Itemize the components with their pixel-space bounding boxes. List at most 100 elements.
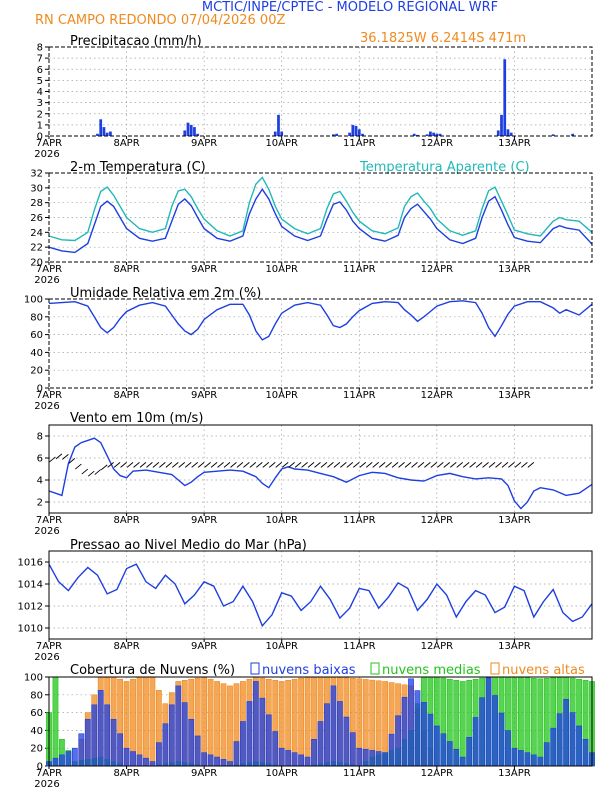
wind-xtick-label: 12APR bbox=[421, 515, 454, 526]
precip-bar bbox=[429, 131, 432, 136]
wind-barb bbox=[217, 462, 224, 468]
cloud-bar-nuvens-baixas bbox=[91, 704, 98, 767]
wind-xtick-label: 11APR bbox=[343, 515, 376, 526]
wind-barb bbox=[146, 462, 153, 468]
precip-xtick-label: 9APR bbox=[191, 138, 217, 149]
cloud-bar-nuvens-baixas bbox=[233, 741, 240, 767]
wind-barb bbox=[301, 462, 308, 468]
cloud-bar-nuvens-baixas bbox=[518, 750, 524, 767]
wind-barb bbox=[236, 462, 244, 468]
cloud-bar-nuvens-baixas bbox=[440, 733, 447, 767]
cloud-bar-nuvens-baixas bbox=[194, 735, 201, 767]
rh-ytick-label: 100 bbox=[24, 295, 43, 306]
cloud-bar-nuvens-baixas bbox=[505, 730, 511, 767]
wind-barb bbox=[404, 462, 412, 468]
cloud-bar-nuvens-baixas bbox=[311, 738, 317, 767]
temp-xtick-label: 13APR bbox=[498, 264, 531, 275]
cloud-bar-nuvens-baixas bbox=[156, 742, 162, 767]
cloud-bar-nuvens-baixas bbox=[117, 733, 123, 767]
cloud-bar-nuvens-baixas bbox=[324, 703, 330, 767]
cloud-bar-nuvens-baixas bbox=[453, 749, 460, 767]
wind-xtick-label: 7APR bbox=[36, 515, 62, 526]
cloud-bar-nuvens-baixas bbox=[304, 756, 311, 767]
cloud-bar-nuvens-baixas bbox=[433, 725, 440, 767]
cloud-bar-nuvens-baixas bbox=[181, 702, 188, 767]
cloud-bar-nuvens-baixas bbox=[524, 752, 531, 767]
wind-barb bbox=[120, 462, 127, 468]
wind-barb bbox=[488, 462, 496, 468]
cloud-legend-low: nuvens baixas bbox=[262, 663, 356, 678]
wind-ytick-label: 2 bbox=[37, 498, 43, 509]
cloud-bar-nuvens-baixas bbox=[382, 752, 389, 767]
wind-barb bbox=[87, 470, 95, 477]
wind-barb bbox=[165, 462, 173, 468]
precip-ytick-label: 8 bbox=[37, 43, 43, 54]
cloud-bar-nuvens-baixas bbox=[240, 721, 246, 767]
precip-bar bbox=[571, 133, 574, 136]
wind-xtick-label: 8APR bbox=[113, 515, 139, 526]
rh-ytick-label: 20 bbox=[30, 366, 43, 377]
wind-barb bbox=[268, 462, 276, 468]
temp-ytick-label: 20 bbox=[30, 258, 43, 269]
cloud-bar-nuvens-baixas bbox=[375, 751, 382, 767]
wind-barb bbox=[243, 462, 250, 468]
precip-bar bbox=[438, 133, 442, 136]
cloud-legend-mid-swatch bbox=[370, 662, 380, 675]
rh-ytick-label: 80 bbox=[30, 312, 43, 323]
precip-bar bbox=[277, 114, 280, 136]
cloud-bar-nuvens-baixas bbox=[395, 715, 401, 767]
cloud-bar-nuvens-baixas bbox=[356, 747, 363, 767]
wind-barb bbox=[501, 462, 509, 468]
temp-ytick-label: 24 bbox=[30, 228, 43, 239]
temp-ytick-label: 30 bbox=[30, 183, 43, 194]
cloud-ytick-label: 80 bbox=[30, 690, 43, 701]
pres-title: Pressao ao Nivel Medio do Mar (hPa) bbox=[70, 538, 307, 553]
pres-xtick-label: 11APR bbox=[343, 641, 376, 652]
precip-bar bbox=[196, 133, 200, 136]
cloud-bar-nuvens-altas bbox=[304, 676, 311, 767]
temp-xtick-label: 8APR bbox=[113, 264, 139, 275]
wind-xtick-label: 10APR bbox=[265, 515, 298, 526]
wind-barb bbox=[417, 462, 425, 468]
precip-bar bbox=[503, 59, 507, 136]
wind-barb bbox=[262, 462, 270, 468]
wind-barb bbox=[178, 462, 186, 468]
wind-barb bbox=[55, 453, 63, 460]
precip-ytick-label: 5 bbox=[37, 76, 43, 87]
temp-xtick-label: 12APR bbox=[421, 264, 454, 275]
cloud-bar-nuvens-baixas bbox=[576, 725, 582, 767]
precip-bar bbox=[357, 129, 361, 136]
temp-frame bbox=[48, 172, 593, 263]
temp-line-secondary bbox=[48, 176, 593, 242]
cloud-bar-nuvens-baixas bbox=[343, 716, 350, 767]
wind-barb bbox=[204, 462, 211, 468]
rh-year-label: 2026 bbox=[34, 401, 59, 412]
precip-bar bbox=[183, 130, 187, 136]
pres-year-label: 2026 bbox=[34, 652, 59, 663]
cloud-bar-nuvens-baixas bbox=[408, 678, 414, 767]
wind-barb bbox=[495, 462, 502, 468]
precip-bar bbox=[193, 127, 196, 136]
cloud-bar-nuvens-baixas bbox=[498, 712, 505, 767]
rh-xtick-label: 12APR bbox=[421, 390, 454, 401]
wind-barb bbox=[94, 469, 102, 475]
cloud-legend-high-swatch bbox=[490, 662, 500, 675]
cloud-bar-nuvens-baixas bbox=[201, 752, 208, 767]
cloud-bar-nuvens-baixas bbox=[252, 681, 259, 767]
wind-barb bbox=[281, 462, 289, 468]
wind-ytick-label: 8 bbox=[37, 432, 43, 443]
rh-xtick-label: 11APR bbox=[343, 390, 376, 401]
wind-ytick-label: 4 bbox=[37, 476, 43, 487]
wind-barb bbox=[184, 462, 192, 468]
precip-bar bbox=[273, 131, 277, 136]
precip-bar bbox=[412, 133, 416, 136]
temp-year-label: 2026 bbox=[34, 275, 59, 286]
rh-ytick-label: 60 bbox=[30, 330, 43, 341]
temp-xtick-label: 7APR bbox=[36, 264, 62, 275]
cloud-bar-nuvens-baixas bbox=[492, 695, 498, 767]
wind-barb bbox=[126, 462, 134, 468]
cloud-bar-nuvens-baixas bbox=[136, 754, 143, 767]
precip-bar bbox=[416, 134, 419, 136]
cloud-ytick-label: 40 bbox=[30, 726, 43, 737]
rh-line-main bbox=[48, 300, 593, 341]
